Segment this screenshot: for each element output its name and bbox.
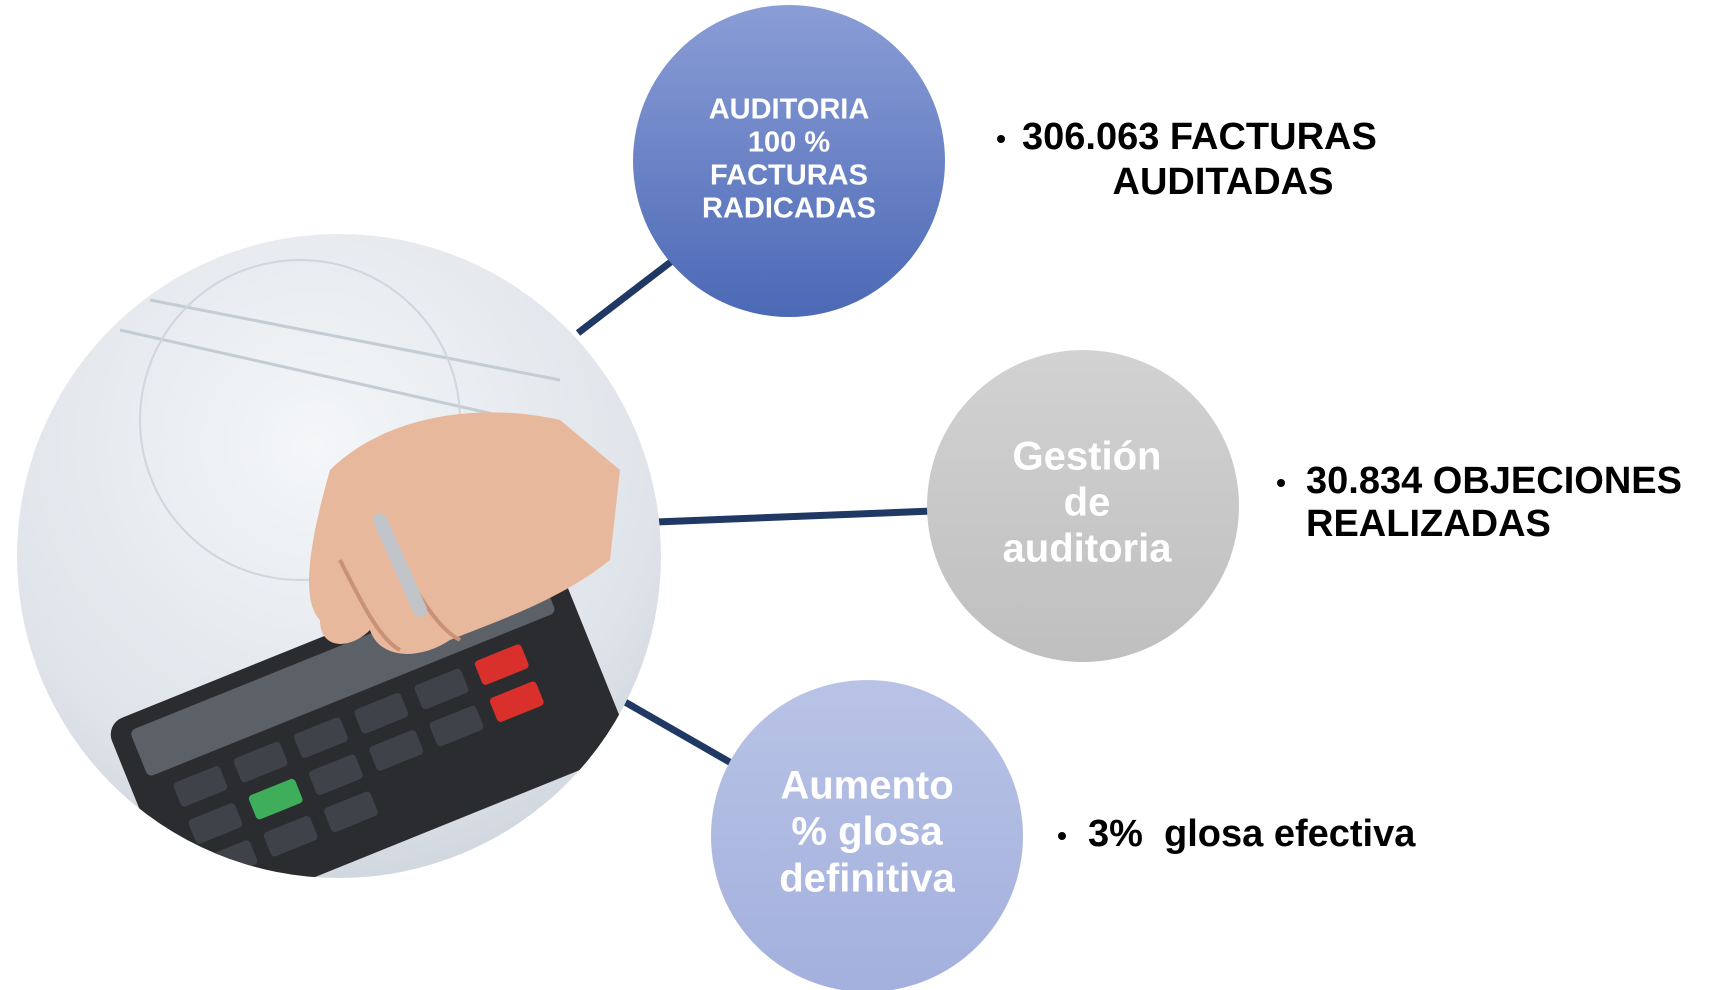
- result-line: REALIZADAS: [1306, 503, 1551, 545]
- node-line: RADICADAS: [702, 193, 876, 225]
- node-line: % glosa: [791, 810, 943, 854]
- node-line: AUDITORIA: [709, 94, 870, 126]
- node-label: Aumento % glosa definitiva: [779, 764, 955, 901]
- node-line: definitiva: [779, 857, 955, 901]
- node-line: de: [1064, 481, 1111, 525]
- node-line: 100 %: [748, 127, 830, 159]
- result-line: 3% glosa efectiva: [1088, 813, 1416, 855]
- node-line: Gestión: [1013, 435, 1162, 479]
- photo: [0, 200, 700, 928]
- result-line: 30.834 OBJECIONES: [1306, 460, 1682, 502]
- connector: [656, 511, 933, 522]
- result-line: AUDITADAS: [1113, 161, 1334, 203]
- connector: [578, 261, 672, 333]
- connector: [611, 694, 733, 764]
- node-line: Aumento: [780, 764, 953, 808]
- node-line: FACTURAS: [710, 160, 868, 192]
- result: 30.834 OBJECIONES REALIZADAS: [1277, 460, 1682, 545]
- bullet: [1058, 832, 1066, 840]
- node-line: auditoria: [1003, 527, 1173, 571]
- diagram: AUDITORIA 100 % FACTURAS RADICADAS Gesti…: [0, 0, 1734, 990]
- bullet: [997, 135, 1005, 143]
- node-label: AUDITORIA 100 % FACTURAS RADICADAS: [702, 94, 876, 225]
- bullet: [1277, 479, 1285, 487]
- result-line: 306.063 FACTURAS: [1022, 116, 1377, 158]
- result: 3% glosa efectiva: [1058, 813, 1416, 855]
- result: 306.063 FACTURAS AUDITADAS: [997, 116, 1377, 203]
